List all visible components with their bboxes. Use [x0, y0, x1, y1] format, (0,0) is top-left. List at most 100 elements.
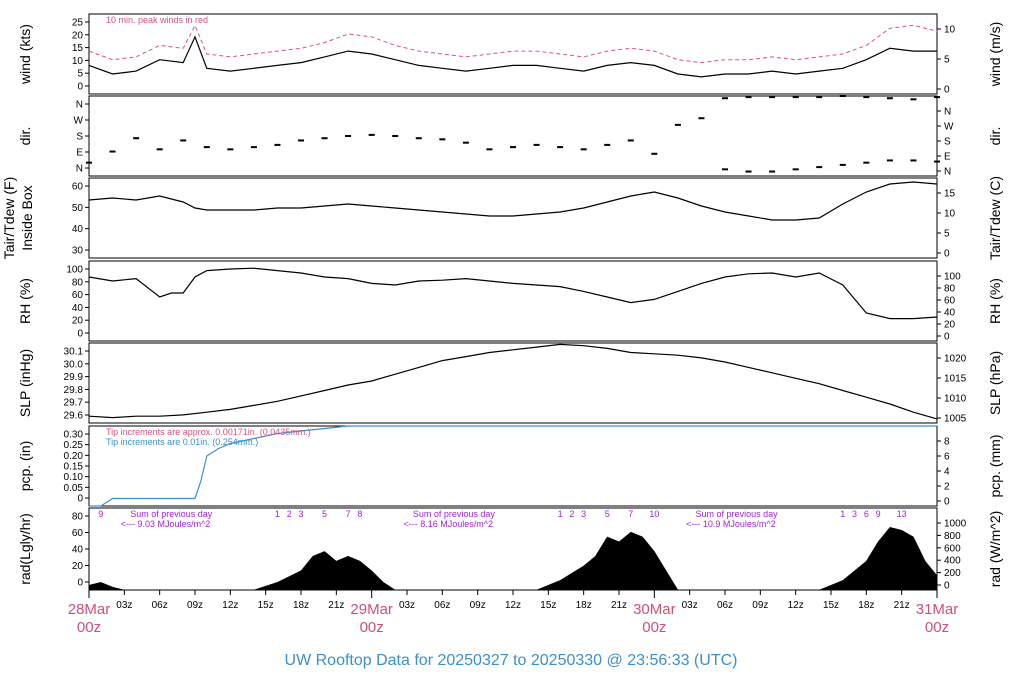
right-tick-label: 100	[944, 272, 961, 283]
hour-digit: 1	[558, 509, 563, 519]
panel-frame	[88, 177, 938, 259]
direction-point	[557, 146, 564, 149]
x-hour-label: 09z	[187, 600, 203, 611]
left-tick-label: 60	[72, 290, 84, 301]
right-tick-label: 10	[944, 209, 956, 220]
left-tick-label: 80	[72, 277, 84, 288]
right-tick-label: 1005	[944, 414, 967, 425]
left-tick-label: 30	[72, 246, 84, 257]
direction-point	[156, 148, 163, 151]
direction-point	[769, 170, 776, 173]
right-tick-label: 1010	[944, 394, 967, 405]
right-tick-label: 800	[944, 531, 961, 542]
direction-point	[274, 143, 281, 146]
panel-slp: 29.6 29.7 29.8 29.9 30.030.1 1005 1010 1015 1020…	[17, 342, 1003, 425]
ylabel-right: wind (m/s)	[987, 22, 1003, 88]
x-day-date: 31Mar	[916, 601, 959, 618]
direction-point	[227, 148, 234, 151]
hour-digit: 2	[569, 509, 574, 519]
direction-point	[651, 152, 658, 155]
left-tick-label: 5	[77, 69, 83, 80]
series-line	[89, 425, 937, 507]
direction-point	[627, 139, 634, 142]
ylabel-left: wind (kts)	[17, 24, 33, 85]
right-tick-label: 0	[944, 249, 950, 260]
right-tick-label: 5	[944, 229, 950, 240]
right-tick-label: 600	[944, 543, 961, 554]
left-tick-label: 0.20	[64, 451, 84, 462]
direction-point	[769, 96, 776, 99]
right-tick-label: W	[944, 122, 954, 133]
left-tick-label: 0.10	[64, 472, 84, 483]
direction-point	[698, 117, 705, 120]
left-tick-label: 0.30	[64, 430, 84, 441]
right-tick-label: 0	[944, 85, 950, 96]
left-tick-label: 100	[66, 265, 83, 276]
ylabel-left: rad(Lgly/hr)	[17, 513, 33, 585]
direction-point	[250, 146, 257, 149]
left-tick-label: 0.05	[64, 483, 84, 494]
left-tick-label: 0	[77, 494, 83, 505]
ylabel-right: dir.	[987, 127, 1003, 146]
hour-digit: 3	[852, 509, 857, 519]
x-day-date: 29Mar	[350, 601, 393, 618]
x-hour-label: 15z	[540, 600, 556, 611]
x-hour-label: 06z	[434, 600, 450, 611]
direction-point	[86, 161, 92, 164]
direction-point	[604, 143, 611, 146]
x-hour-label: 03z	[682, 600, 698, 611]
x-hour-label: 12z	[222, 600, 238, 611]
left-tick-label: 29.7	[64, 398, 84, 409]
daily-sum-value: <--- 9.03 MJoules/m^2	[121, 519, 211, 529]
series-line	[88, 35, 937, 78]
left-tick-label: 0.25	[64, 440, 84, 451]
left-tick-label: 15	[72, 43, 84, 54]
panel-frame	[88, 13, 938, 95]
direction-point	[792, 168, 799, 171]
series-line	[88, 267, 938, 320]
tip-annotation-blue: Tip increments are 0.01in. (0.254mm.)	[106, 437, 258, 447]
right-tick-label: 40	[944, 308, 956, 319]
x-hour-label: 03z	[116, 600, 132, 611]
direction-point	[910, 98, 917, 101]
right-tick-label: 1015	[944, 374, 967, 385]
panel-frame	[88, 342, 938, 424]
direction-point	[298, 139, 304, 142]
daily-sum-label: Sum of previous day	[413, 509, 496, 519]
left-tick-label: W	[74, 116, 84, 127]
left-tick-label: 50	[72, 203, 84, 214]
chart-title: UW Rooftop Data for 20250327 to 20250330…	[285, 652, 738, 669]
direction-point	[415, 137, 422, 140]
right-tick-label: 5	[944, 55, 950, 66]
direction-point	[321, 137, 328, 140]
panel-wind: 0 5 10 15 2025 0 5 10 wind (kts) wind (m/s) 10 min…	[17, 13, 1003, 96]
left-tick-label: 29.8	[64, 385, 84, 396]
direction-point	[863, 161, 870, 164]
left-tick-label: 0	[77, 578, 83, 589]
right-tick-label: E	[944, 152, 951, 163]
left-tick-label: 40	[72, 545, 84, 556]
left-tick-label: 0	[77, 82, 83, 93]
right-tick-label: N	[944, 167, 951, 178]
panel-frame	[88, 507, 938, 591]
x-hour-label: 06z	[717, 600, 733, 611]
left-tick-label: 40	[72, 303, 84, 314]
hour-digit: 9	[876, 509, 881, 519]
right-tick-label: 4	[944, 467, 950, 478]
ylabel-left: pcp. (in)	[17, 441, 33, 492]
right-tick-label: 2	[944, 482, 950, 493]
daily-sum-value: <--- 10.9 MJoules/m^2	[686, 519, 776, 529]
left-tick-label: 10	[72, 56, 84, 67]
ylabel-left: RH (%)	[17, 278, 33, 324]
x-hour-label: 12z	[788, 600, 804, 611]
direction-point	[462, 141, 469, 144]
series-line	[88, 181, 938, 221]
left-tick-label: 80	[72, 512, 84, 523]
right-tick-label: 15	[944, 189, 956, 200]
direction-point	[816, 96, 823, 99]
direction-point	[722, 168, 728, 171]
direction-point	[886, 159, 893, 162]
